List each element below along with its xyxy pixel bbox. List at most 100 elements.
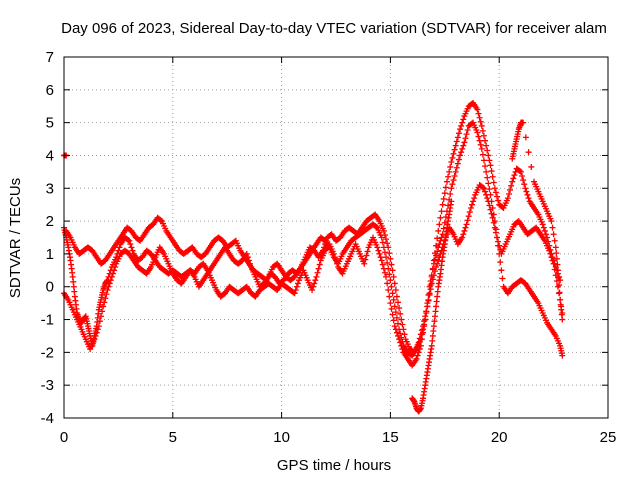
data-point	[480, 157, 487, 164]
data-point	[525, 195, 532, 202]
data-point	[549, 257, 556, 264]
data-point	[539, 221, 546, 228]
data-point	[384, 240, 391, 247]
x-tick-label: 15	[382, 429, 399, 446]
data-point	[401, 331, 408, 338]
data-point	[478, 145, 485, 152]
data-point	[398, 342, 405, 349]
data-point	[478, 122, 485, 129]
data-point	[387, 277, 394, 284]
data-point	[417, 331, 424, 338]
data-point	[439, 201, 446, 208]
data-point	[447, 191, 454, 198]
data-point	[490, 179, 497, 186]
data-point	[482, 188, 489, 195]
data-series	[63, 181, 566, 356]
data-point	[106, 280, 113, 287]
data-point	[157, 217, 164, 224]
data-point	[396, 305, 403, 312]
data-point	[525, 149, 532, 156]
data-point	[319, 247, 326, 254]
data-point	[486, 186, 493, 193]
data-point	[93, 329, 100, 336]
data-point	[378, 234, 385, 241]
data-point	[99, 308, 106, 315]
data-point	[116, 244, 123, 251]
data-point	[455, 130, 462, 137]
data-point	[438, 208, 445, 215]
data-point	[436, 221, 443, 228]
data-point	[442, 213, 449, 220]
data-point	[471, 195, 478, 202]
data-point	[555, 274, 562, 281]
data-point	[464, 127, 471, 134]
y-tick-label: 6	[46, 82, 54, 99]
data-point	[505, 191, 512, 198]
data-point	[422, 313, 429, 320]
data-point	[381, 269, 388, 276]
data-point	[504, 195, 511, 202]
data-point	[454, 160, 461, 167]
data-point	[482, 137, 489, 144]
data-point	[393, 293, 400, 300]
data-point	[550, 260, 557, 267]
data-point	[489, 214, 496, 221]
y-tick-label: -4	[41, 410, 54, 427]
data-point	[495, 238, 502, 245]
data-point	[389, 311, 396, 318]
data-point	[553, 250, 560, 257]
chart-title: Day 096 of 2023, Sidereal Day-to-day VTE…	[61, 20, 607, 37]
data-point	[440, 195, 447, 202]
data-point	[486, 157, 493, 164]
data-point	[129, 247, 136, 254]
data-point	[385, 287, 392, 294]
data-point	[381, 232, 388, 239]
data-point	[433, 264, 440, 271]
data-point	[459, 119, 466, 126]
data-point	[449, 154, 456, 161]
data-point	[470, 198, 477, 205]
data-point	[488, 210, 495, 217]
data-point	[94, 326, 101, 333]
data-point	[433, 252, 440, 259]
data-point	[111, 267, 118, 274]
data-point	[100, 303, 107, 310]
data-point	[312, 277, 319, 284]
data-point	[510, 175, 517, 182]
data-point	[388, 283, 395, 290]
data-point	[395, 332, 402, 339]
data-point	[548, 254, 555, 261]
data-point	[454, 134, 461, 141]
y-tick-label: 5	[46, 115, 54, 132]
data-point	[107, 277, 114, 284]
y-tick-label: 0	[46, 279, 54, 296]
data-point	[424, 303, 431, 310]
data-point	[483, 168, 490, 175]
data-point	[448, 159, 455, 166]
data-point	[426, 291, 433, 298]
data-point	[331, 254, 338, 261]
data-point	[380, 227, 387, 234]
data-point	[377, 254, 384, 261]
data-point	[540, 224, 547, 231]
data-point	[485, 198, 492, 205]
data-point	[549, 224, 556, 231]
data-point	[376, 250, 383, 257]
data-point	[457, 126, 464, 133]
data-point	[364, 248, 371, 255]
data-point	[556, 282, 563, 289]
data-point	[462, 135, 469, 142]
data-point	[511, 172, 518, 179]
data-point	[524, 191, 531, 198]
data-point	[293, 283, 300, 290]
data-point	[434, 235, 441, 242]
data-point	[378, 257, 385, 264]
data-point	[548, 218, 555, 225]
data-point	[392, 287, 399, 294]
data-point	[427, 286, 434, 293]
data-point	[432, 256, 439, 263]
data-point	[398, 316, 405, 323]
data-point	[522, 185, 529, 192]
data-point	[489, 173, 496, 180]
